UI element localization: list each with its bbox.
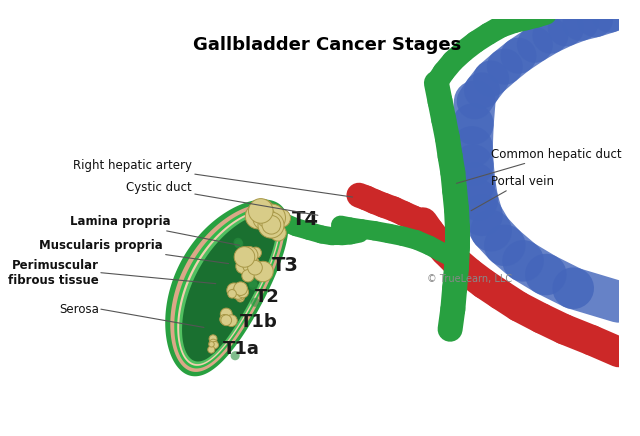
Polygon shape <box>179 212 278 364</box>
Circle shape <box>266 221 281 236</box>
Circle shape <box>273 209 291 227</box>
Circle shape <box>251 272 260 281</box>
Circle shape <box>209 339 218 347</box>
Circle shape <box>234 282 248 296</box>
Circle shape <box>221 315 232 326</box>
Circle shape <box>208 346 215 353</box>
Circle shape <box>230 351 240 360</box>
Circle shape <box>234 290 245 300</box>
Polygon shape <box>165 200 289 376</box>
Circle shape <box>248 199 273 223</box>
Circle shape <box>234 239 243 249</box>
Circle shape <box>236 294 244 302</box>
Circle shape <box>248 260 262 275</box>
Circle shape <box>253 261 273 282</box>
Circle shape <box>255 213 272 230</box>
Text: Muscularis propria: Muscularis propria <box>39 239 228 264</box>
Text: T3: T3 <box>272 256 299 275</box>
Circle shape <box>232 286 244 299</box>
Circle shape <box>245 204 271 229</box>
Circle shape <box>254 200 273 219</box>
Circle shape <box>251 298 260 307</box>
Circle shape <box>239 252 253 265</box>
Circle shape <box>242 269 254 282</box>
Circle shape <box>245 259 257 270</box>
Text: T1b: T1b <box>239 313 277 330</box>
Circle shape <box>234 247 255 267</box>
Text: Perimuscular
fibrous tissue: Perimuscular fibrous tissue <box>8 259 99 287</box>
Circle shape <box>244 263 257 276</box>
Circle shape <box>259 208 285 234</box>
Circle shape <box>223 315 230 321</box>
Circle shape <box>243 256 260 273</box>
Circle shape <box>248 279 257 288</box>
Circle shape <box>258 212 284 238</box>
Circle shape <box>224 316 230 322</box>
Circle shape <box>259 209 283 233</box>
Polygon shape <box>182 215 276 361</box>
Circle shape <box>220 314 229 324</box>
Polygon shape <box>170 204 285 372</box>
Circle shape <box>225 315 237 327</box>
Text: T4: T4 <box>292 210 319 228</box>
Text: T2: T2 <box>255 288 280 306</box>
Circle shape <box>228 290 236 298</box>
Circle shape <box>227 283 241 298</box>
Circle shape <box>243 260 252 269</box>
Circle shape <box>249 281 258 290</box>
Text: Portal vein: Portal vein <box>471 175 554 211</box>
Circle shape <box>241 256 250 265</box>
Circle shape <box>220 308 232 320</box>
Text: © TrueLearn, LLC: © TrueLearn, LLC <box>428 274 513 284</box>
Circle shape <box>262 215 281 234</box>
Circle shape <box>270 225 286 241</box>
Circle shape <box>209 341 214 347</box>
Circle shape <box>236 259 251 274</box>
Text: Lamina propria: Lamina propria <box>70 215 239 245</box>
Text: Cystic duct: Cystic duct <box>126 181 318 215</box>
Circle shape <box>250 247 261 259</box>
Text: Gallbladder Cancer Stages: Gallbladder Cancer Stages <box>193 36 461 54</box>
Circle shape <box>209 335 217 343</box>
Circle shape <box>258 212 273 227</box>
Circle shape <box>258 204 285 232</box>
Circle shape <box>240 256 252 269</box>
Circle shape <box>241 255 250 264</box>
Text: Serosa: Serosa <box>59 303 99 316</box>
Polygon shape <box>177 210 280 366</box>
Circle shape <box>237 286 248 298</box>
Text: T1a: T1a <box>223 340 260 358</box>
Circle shape <box>241 246 258 264</box>
Text: Common hepatic duct: Common hepatic duct <box>456 148 621 184</box>
Text: Right hepatic artery: Right hepatic artery <box>73 159 353 197</box>
Circle shape <box>211 341 218 348</box>
Polygon shape <box>174 208 282 368</box>
Circle shape <box>253 207 276 230</box>
Circle shape <box>234 238 243 247</box>
